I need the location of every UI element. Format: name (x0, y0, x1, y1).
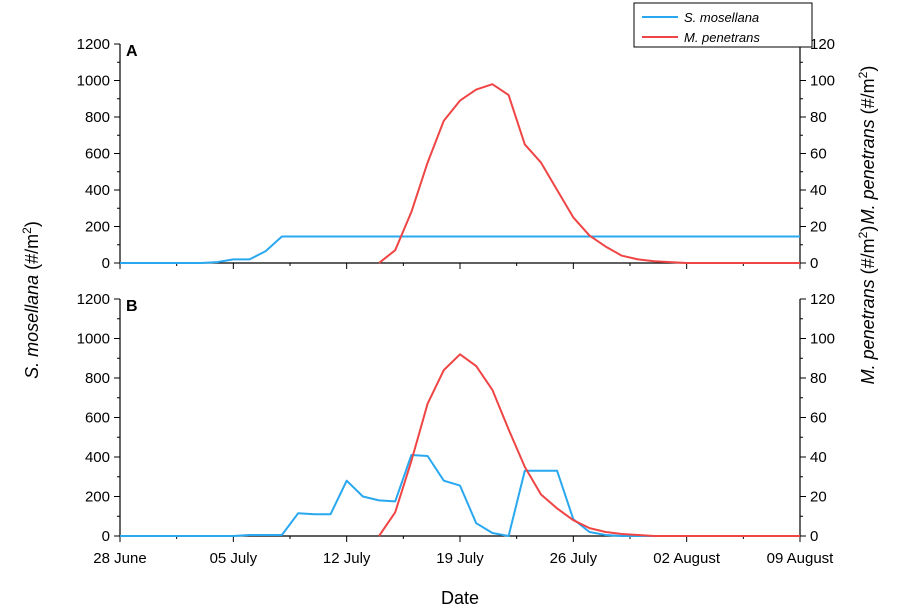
right-tick-label: 60 (810, 146, 827, 163)
panel-label-b: B (126, 298, 138, 315)
right-tick-label: 20 (810, 489, 827, 506)
left-tick-label: 0 (102, 528, 110, 545)
left-tick-label: 0 (102, 255, 110, 272)
right-tick-label: 20 (810, 219, 827, 236)
left-tick-label: 1000 (77, 331, 110, 348)
left-tick-label: 800 (85, 109, 110, 126)
legend-label-s-mosellana: S. mosellana (684, 10, 759, 25)
right-tick-label: 100 (810, 73, 835, 90)
panel-label-a: A (126, 43, 138, 60)
right-tick-label: 80 (810, 370, 827, 387)
series-line-m-penetrans-b (378, 353, 800, 537)
panel-a: 0 200 400 600 800 1000 1200 0 20 40 60 80 100 120 A (77, 36, 835, 272)
right-tick-label: 60 (810, 410, 827, 427)
x-tick-label: 05 July (210, 550, 258, 567)
left-tick-label: 600 (85, 410, 110, 427)
legend-label-m-penetrans: M. penetrans (684, 30, 760, 45)
right-tick-label: 0 (810, 255, 818, 272)
right-tick-label: 80 (810, 109, 827, 126)
left-tick-label: 600 (85, 146, 110, 163)
right-tick-label: 0 (810, 528, 818, 545)
x-tick-label: 12 July (323, 550, 371, 567)
left-tick-label: 400 (85, 449, 110, 466)
right-tick-label: 40 (810, 449, 827, 466)
legend-box (633, 2, 813, 48)
x-tick-label: 02 August (653, 550, 721, 567)
right-y-axis-title-a: M. penetrans (#/m2) (856, 66, 878, 225)
x-tick-label: 19 July (436, 550, 484, 567)
x-tick-label: 28 June (93, 550, 146, 567)
right-tick-label: 120 (810, 291, 835, 308)
legend: S. mosellana M. penetrans (633, 2, 813, 48)
left-tick-label: 800 (85, 370, 110, 387)
left-tick-label: 400 (85, 182, 110, 199)
left-y-axis-title: S. mosellana (#/m2) (20, 221, 42, 379)
x-axis-title: Date (441, 588, 479, 608)
left-tick-label: 1200 (77, 36, 110, 53)
x-tick-label: 09 August (767, 550, 835, 567)
right-tick-label: 100 (810, 331, 835, 348)
chart-panels: 020040060080010001200020406080100120A020… (77, 36, 835, 567)
right-y-axis-title-b: M. penetrans (#/m2) (856, 226, 878, 385)
right-tick-label: 120 (810, 36, 835, 53)
left-tick-label: 1000 (77, 73, 110, 90)
panel-b: 0 200 400 600 800 1000 1200 0 20 40 60 80 100 120 28 J… (77, 291, 835, 567)
x-tick-label: 26 July (550, 550, 598, 567)
right-tick-label: 40 (810, 182, 827, 199)
series-line-s-mosellana-b (120, 454, 800, 537)
left-tick-label: 1200 (77, 291, 110, 308)
left-tick-label: 200 (85, 219, 110, 236)
series-line-m-penetrans-a (378, 83, 800, 264)
left-tick-label: 200 (85, 489, 110, 506)
series-line-s-mosellana-a (120, 235, 800, 264)
